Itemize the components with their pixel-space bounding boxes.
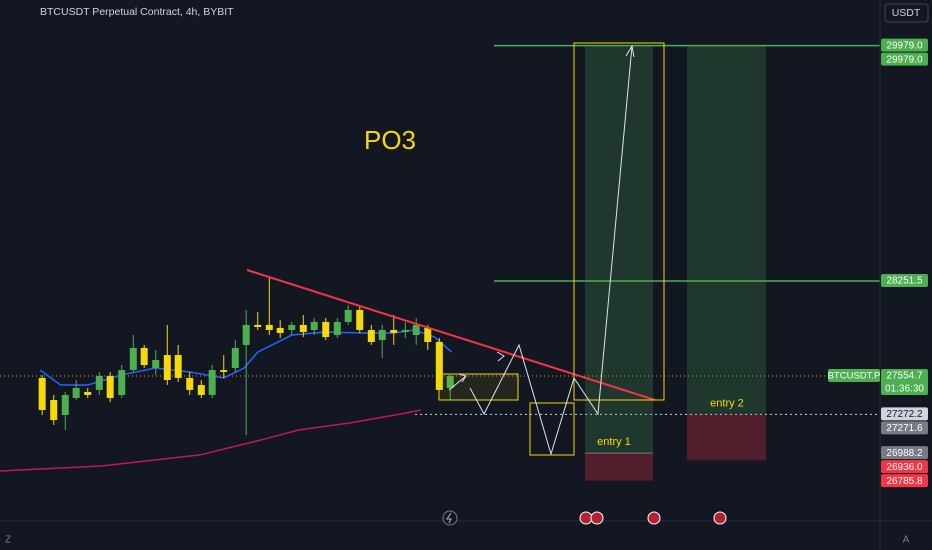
candle-body <box>265 324 273 330</box>
candle-body <box>208 370 216 395</box>
annotation: entry 2 <box>710 397 744 409</box>
arrow-head <box>496 351 505 362</box>
currency-button[interactable] <box>884 3 929 23</box>
position-target-zone <box>585 45 653 454</box>
candle-body <box>322 321 330 338</box>
candle-body <box>118 370 126 395</box>
candle-body <box>412 324 420 336</box>
price-label: 26785.8 <box>886 476 923 487</box>
projection-path <box>469 45 633 456</box>
candle-body <box>356 309 364 330</box>
candle-body <box>367 329 375 342</box>
candle-body <box>197 385 205 395</box>
price-label: 29979.0 <box>886 40 923 51</box>
candle-body <box>401 329 409 333</box>
auto-scale-button[interactable]: A <box>903 535 910 546</box>
price-label: 26936.0 <box>886 462 923 473</box>
range-box <box>529 402 575 456</box>
price-label: 27271.6 <box>886 423 923 434</box>
arrow-head <box>458 373 467 383</box>
candle-body <box>310 321 318 330</box>
price-label-box <box>881 368 928 395</box>
arrow-head <box>625 44 635 58</box>
flag-icon[interactable] <box>590 511 604 525</box>
candle-body <box>50 400 58 421</box>
event-icons <box>442 510 727 526</box>
candle-body <box>174 355 182 378</box>
annotation: entry 1 <box>597 436 631 448</box>
candle-body <box>390 329 398 333</box>
countdown-label: 01:36:30 <box>885 384 924 395</box>
range-box <box>573 42 665 401</box>
flag-icon[interactable] <box>713 511 727 525</box>
range-box <box>438 373 519 401</box>
candle-body <box>95 376 103 390</box>
candle-body <box>435 341 443 390</box>
candle-body <box>140 347 148 365</box>
candle-body <box>61 394 69 416</box>
candle-body <box>186 377 194 390</box>
candle-body <box>242 324 250 345</box>
price-label: 26988.2 <box>886 448 923 459</box>
lightning-icon <box>446 512 452 524</box>
candle-body <box>220 370 228 372</box>
flag-icon[interactable] <box>579 511 593 525</box>
symbol-label-box <box>828 368 880 382</box>
candle-body <box>72 388 80 398</box>
candle-body <box>333 321 341 336</box>
flag-icon[interactable] <box>647 511 661 525</box>
candle-body <box>84 391 92 395</box>
trendline <box>246 269 656 401</box>
candle-body <box>378 329 386 341</box>
candle-body <box>231 347 239 368</box>
price-label-box <box>881 460 928 474</box>
position-target-zone <box>687 45 766 415</box>
moving-average-line <box>0 409 422 472</box>
position-stop-zone <box>585 453 653 481</box>
chart-title: BTCUSDT Perpetual Contract, 4h, BYBIT <box>40 6 234 18</box>
projection-path <box>448 375 467 391</box>
price-label: 29979.0 <box>886 54 923 65</box>
candle-body <box>163 355 171 380</box>
timezone-button[interactable]: Z <box>5 535 11 546</box>
annotation: PO3 <box>364 125 416 155</box>
price-label-box <box>881 421 928 435</box>
price-label-box <box>881 474 928 488</box>
price-label-box <box>881 52 928 66</box>
candle-body <box>299 324 307 333</box>
candle-body <box>152 359 160 368</box>
event-icon[interactable] <box>442 510 458 526</box>
position-stop-zone <box>687 414 766 461</box>
candle-body <box>106 376 114 398</box>
currency-label[interactable]: USDT <box>892 7 921 19</box>
candle-body <box>424 327 432 342</box>
symbol-label: BTCUSDT.P <box>828 370 881 381</box>
candle-body <box>446 376 454 389</box>
price-label-box <box>881 38 928 52</box>
candle-body <box>38 377 46 410</box>
candle-body <box>344 309 352 322</box>
candle-body <box>254 324 262 327</box>
price-label: 28251.5 <box>886 276 923 287</box>
price-label: 27272.2 <box>886 409 923 420</box>
price-label: 27554.7 <box>886 371 923 382</box>
price-label-box <box>881 274 928 288</box>
candle-body <box>129 347 137 371</box>
price-label-box <box>881 446 928 460</box>
candle-body <box>276 327 284 333</box>
price-label-box <box>881 407 928 421</box>
candle-body <box>288 324 296 330</box>
